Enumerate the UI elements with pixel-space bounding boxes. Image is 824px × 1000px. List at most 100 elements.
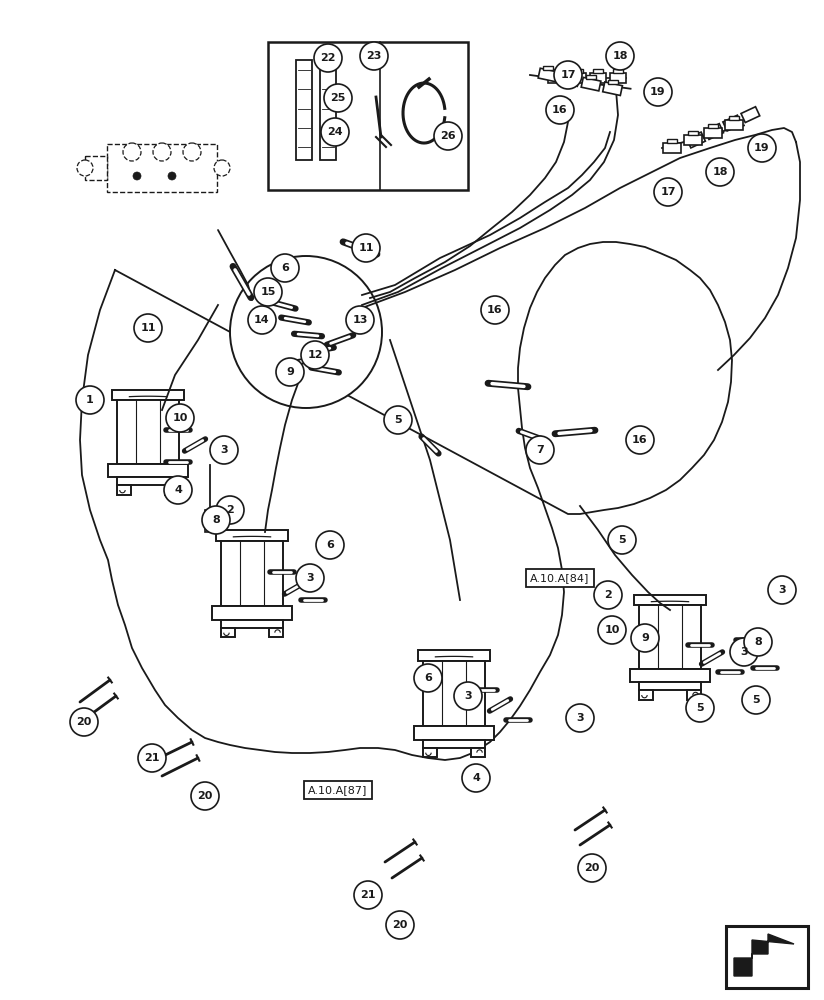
Bar: [581, 77, 601, 91]
Circle shape: [434, 122, 462, 150]
Circle shape: [594, 581, 622, 609]
Text: 13: 13: [353, 315, 368, 325]
Bar: [212, 606, 293, 620]
Bar: [423, 748, 437, 757]
Circle shape: [462, 764, 490, 792]
Text: 17: 17: [660, 187, 676, 197]
Bar: [543, 66, 553, 70]
Circle shape: [742, 686, 770, 714]
Text: 6: 6: [424, 673, 432, 683]
Bar: [726, 926, 808, 988]
Bar: [613, 69, 623, 73]
Text: 20: 20: [392, 920, 408, 930]
Text: 25: 25: [330, 93, 346, 103]
Bar: [221, 620, 283, 628]
Text: 8: 8: [754, 637, 762, 647]
Text: 16: 16: [632, 435, 648, 445]
Circle shape: [301, 341, 329, 369]
Circle shape: [164, 476, 192, 504]
Text: 26: 26: [440, 131, 456, 141]
Bar: [107, 144, 217, 192]
Circle shape: [546, 96, 574, 124]
Circle shape: [324, 84, 352, 112]
Bar: [221, 541, 283, 606]
Circle shape: [138, 744, 166, 772]
Bar: [471, 748, 485, 757]
Circle shape: [644, 78, 672, 106]
Text: 2: 2: [604, 590, 612, 600]
Circle shape: [210, 436, 238, 464]
Text: A.10.A[84]: A.10.A[84]: [531, 573, 590, 583]
Circle shape: [183, 143, 201, 161]
Circle shape: [76, 386, 104, 414]
Circle shape: [598, 616, 626, 644]
Circle shape: [566, 704, 594, 732]
Text: 21: 21: [360, 890, 376, 900]
Bar: [221, 628, 235, 637]
Circle shape: [706, 158, 734, 186]
Circle shape: [354, 881, 382, 909]
Circle shape: [133, 172, 141, 180]
Text: 20: 20: [197, 791, 213, 801]
Bar: [414, 726, 494, 740]
Circle shape: [216, 496, 244, 524]
Bar: [85, 156, 107, 180]
Text: 7: 7: [536, 445, 544, 455]
Text: 8: 8: [212, 515, 220, 525]
Circle shape: [686, 694, 714, 722]
Circle shape: [321, 118, 349, 146]
Circle shape: [316, 531, 344, 559]
Circle shape: [554, 61, 582, 89]
Text: 16: 16: [487, 305, 503, 315]
Text: 9: 9: [286, 367, 294, 377]
Text: 3: 3: [576, 713, 584, 723]
Bar: [667, 139, 677, 143]
Bar: [538, 68, 558, 82]
Circle shape: [730, 638, 758, 666]
Bar: [686, 132, 705, 148]
Circle shape: [296, 564, 324, 592]
Bar: [684, 135, 702, 145]
Bar: [729, 116, 739, 120]
Circle shape: [70, 708, 98, 736]
Circle shape: [578, 854, 606, 882]
Bar: [709, 124, 719, 128]
Bar: [630, 669, 710, 682]
Bar: [639, 690, 653, 700]
Text: 17: 17: [560, 70, 576, 80]
Text: 14: 14: [254, 315, 269, 325]
Bar: [320, 60, 336, 160]
Bar: [117, 477, 179, 485]
Circle shape: [271, 254, 299, 282]
Bar: [725, 120, 743, 130]
Circle shape: [276, 358, 304, 386]
Bar: [548, 73, 564, 83]
Bar: [593, 69, 603, 73]
Bar: [705, 124, 723, 139]
Circle shape: [123, 143, 141, 161]
Text: 16: 16: [552, 105, 568, 115]
Text: 2: 2: [226, 505, 234, 515]
Bar: [551, 69, 561, 73]
Bar: [419, 650, 489, 661]
Text: 3: 3: [778, 585, 786, 595]
Bar: [741, 107, 760, 123]
Bar: [296, 60, 312, 160]
Text: 20: 20: [584, 863, 600, 873]
Circle shape: [384, 406, 412, 434]
Circle shape: [230, 256, 382, 408]
Text: 9: 9: [641, 633, 649, 643]
Bar: [705, 128, 723, 138]
Circle shape: [346, 306, 374, 334]
Bar: [663, 143, 681, 153]
Circle shape: [360, 42, 388, 70]
Text: 3: 3: [307, 573, 314, 583]
Bar: [268, 42, 468, 190]
Bar: [607, 80, 617, 84]
Text: 5: 5: [752, 695, 760, 705]
Circle shape: [768, 576, 796, 604]
Bar: [590, 73, 606, 83]
Circle shape: [454, 682, 482, 710]
Text: 15: 15: [260, 287, 276, 297]
Bar: [117, 485, 131, 495]
